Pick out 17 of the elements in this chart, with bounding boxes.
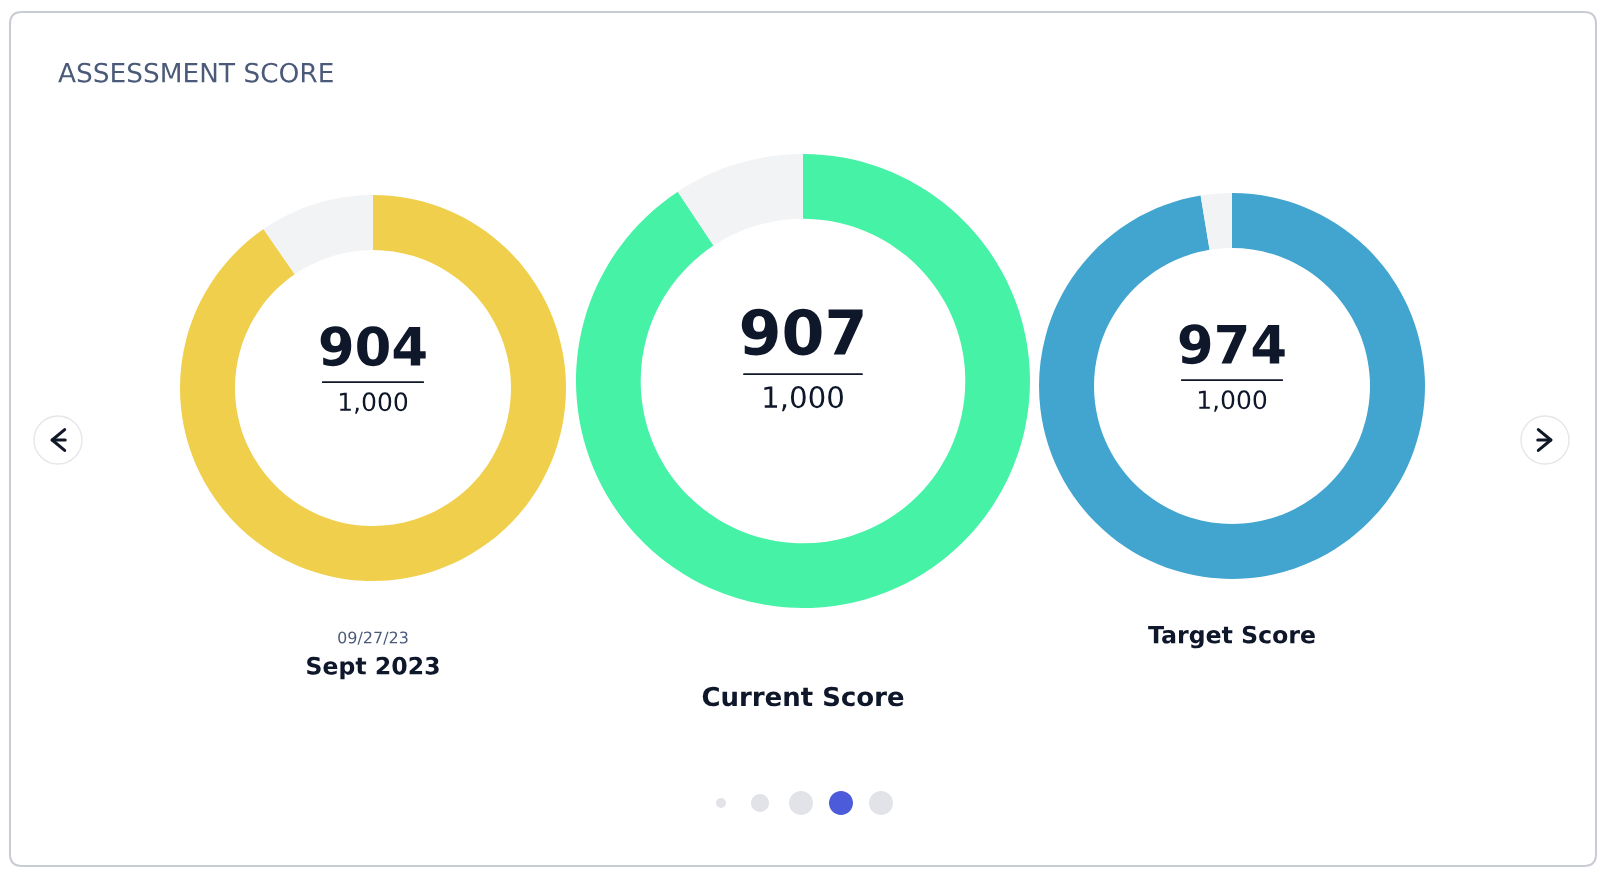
text: Sept 2023 <box>307 656 439 680</box>
text: 1,000 <box>339 392 408 414</box>
text: Current Score <box>702 686 904 707</box>
donut-slice <box>1200 193 1232 250</box>
text: 1,000 <box>1198 390 1267 412</box>
text: 904 <box>320 326 426 367</box>
text: ASSESSMENT SCORE <box>58 62 333 83</box>
text: Target Score <box>1148 625 1315 649</box>
donut-slice <box>263 195 373 275</box>
text: 1,000 <box>764 386 843 412</box>
text: 907 <box>741 308 863 356</box>
donut-slice <box>677 154 803 246</box>
text: 974 <box>1179 324 1285 365</box>
donut-slice <box>576 154 1030 608</box>
donut-slice <box>180 195 566 581</box>
text: 09/27/23 <box>338 631 408 645</box>
donut-slice <box>1039 193 1425 579</box>
